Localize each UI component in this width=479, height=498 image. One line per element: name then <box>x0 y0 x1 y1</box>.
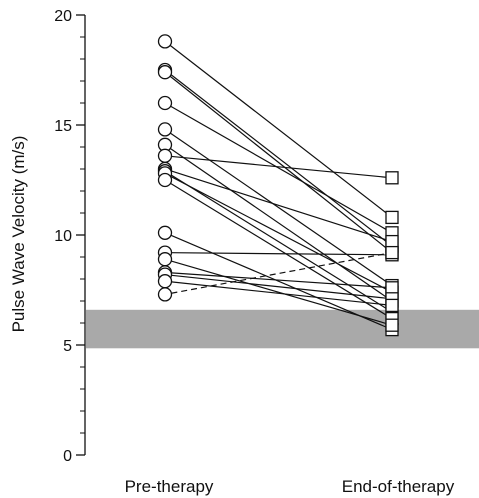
end-of-therapy-point <box>385 171 399 185</box>
y-tick-label: 0 <box>63 448 72 465</box>
end-of-therapy-point <box>385 234 399 249</box>
normal-range-band <box>86 309 479 349</box>
end-of-therapy-point <box>385 318 399 332</box>
pre-therapy-point <box>157 274 173 289</box>
y-axis: 0 5 10 15 20 <box>54 8 86 465</box>
end-of-therapy-point <box>385 298 399 313</box>
pair-line <box>171 274 387 299</box>
y-tick-label: 10 <box>54 228 72 245</box>
y-tick-label: 20 <box>54 8 72 25</box>
pair-line <box>170 105 388 231</box>
pre-therapy-point <box>157 225 173 240</box>
y-tick-label: 5 <box>63 338 72 355</box>
reference-band-layer <box>86 309 479 349</box>
pre-therapy-point <box>157 95 173 111</box>
pre-therapy-point <box>157 252 173 267</box>
pair-line <box>170 234 387 328</box>
pre-therapy-point <box>157 287 173 302</box>
x-category-label: Pre-therapy <box>125 477 214 496</box>
pre-therapy-point <box>157 122 173 137</box>
pre-therapy-point <box>157 65 173 80</box>
pair-lines <box>169 44 388 328</box>
pair-line <box>169 75 388 250</box>
pre-therapy-point <box>157 172 173 188</box>
pair-line-dashed <box>171 253 387 294</box>
pair-line <box>169 73 388 243</box>
pair-line <box>171 252 387 256</box>
pair-line <box>170 147 388 299</box>
pair-line <box>171 272 387 288</box>
pair-line <box>170 174 388 310</box>
pair-line <box>171 281 387 306</box>
x-category-label: End-of-therapy <box>342 477 455 496</box>
pair-line <box>171 260 387 325</box>
pre-therapy-point <box>157 34 173 49</box>
pair-line <box>169 44 388 215</box>
pair-line <box>171 155 387 178</box>
pair-line <box>170 175 387 290</box>
pair-line <box>170 182 388 316</box>
pair-line <box>171 170 387 241</box>
category-labels: Pre-therapy End-of-therapy <box>125 477 455 496</box>
end-of-therapy-point <box>385 281 399 295</box>
end-of-therapy-point <box>385 245 399 260</box>
y-tick-label: 15 <box>54 118 72 135</box>
end-of-therapy-point <box>385 210 399 225</box>
pair-line <box>170 132 388 283</box>
y-axis-title: Pulse Wave Velocity (m/s) <box>9 136 28 333</box>
data-markers <box>157 34 399 337</box>
pre-therapy-point <box>157 148 173 163</box>
